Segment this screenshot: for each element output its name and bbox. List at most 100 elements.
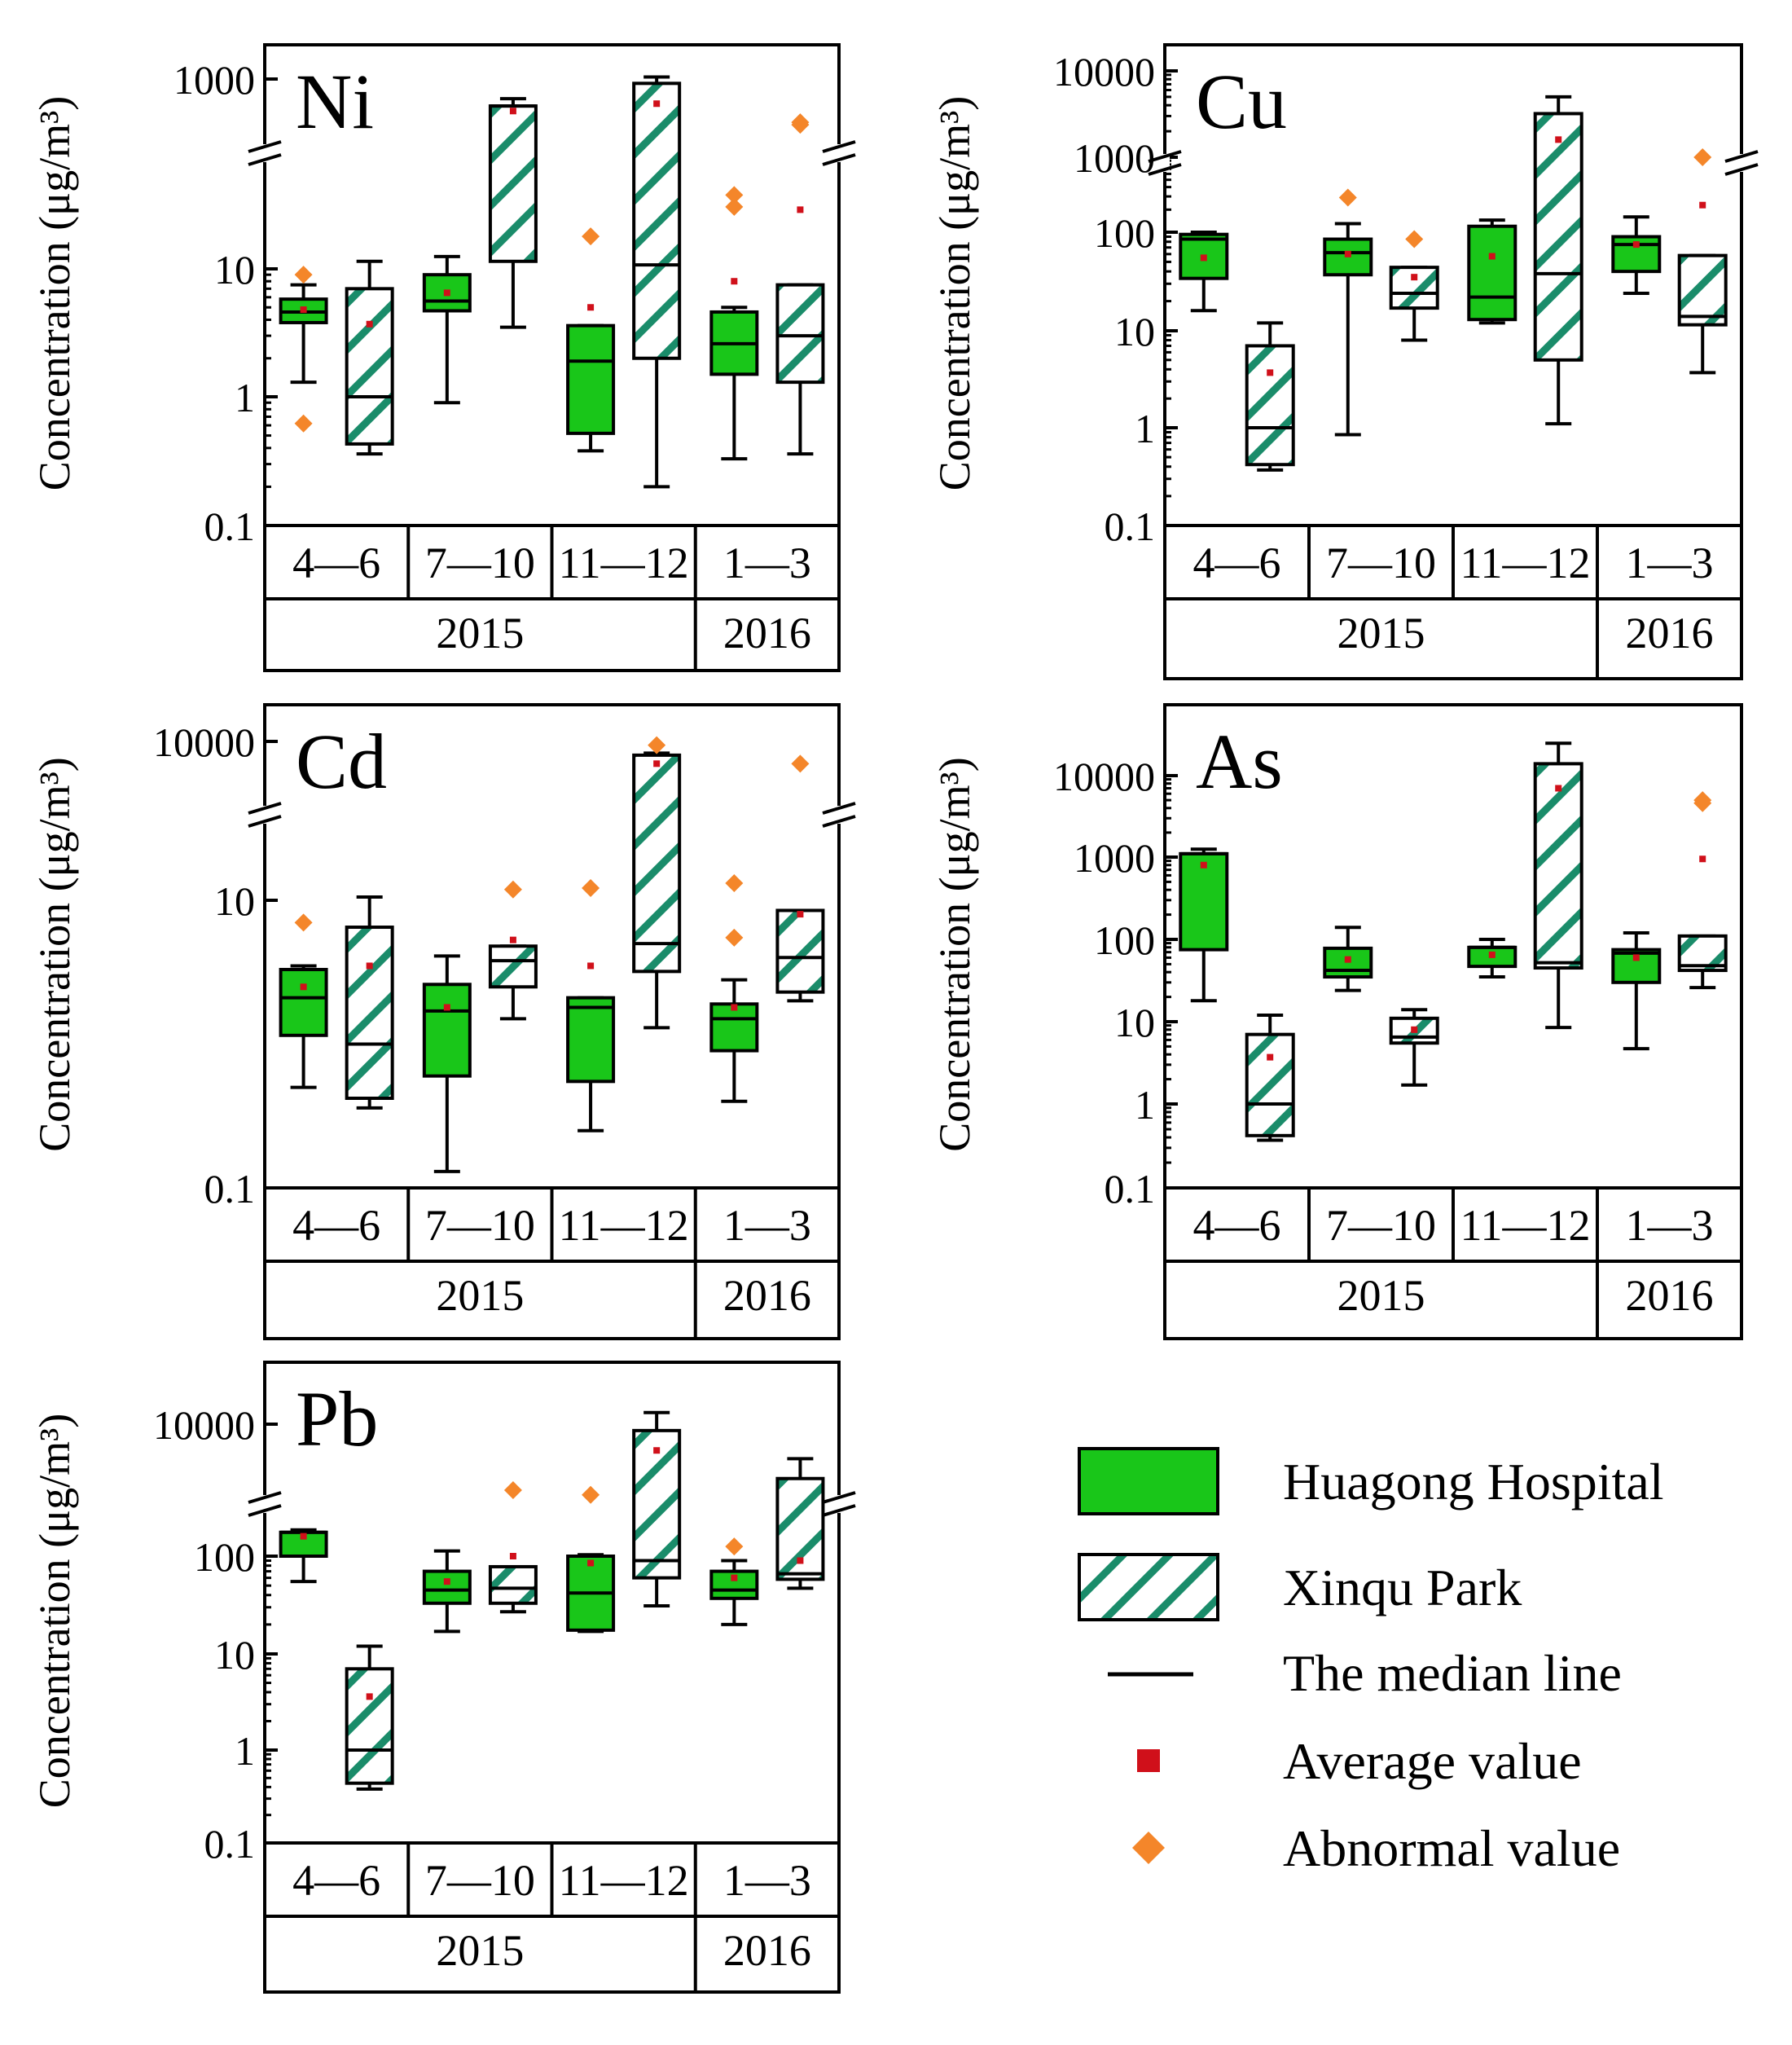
month-group-label: 1—3 <box>723 1201 811 1250</box>
iqr-box <box>632 81 682 360</box>
y-tick-label: 1 <box>1135 1082 1155 1128</box>
panel-pb: 10000 100 10 1 0.1 Pb Concentration (μg/m³) 4—6… <box>30 1361 856 1994</box>
abnormal-marker <box>503 880 522 899</box>
park-box <box>345 259 394 456</box>
average-marker <box>1555 136 1562 143</box>
axis-break-mark <box>822 815 856 828</box>
axis-break-mark <box>822 140 856 153</box>
average-marker <box>797 206 804 213</box>
park-box <box>488 1481 538 1614</box>
hospital-box <box>422 954 472 1173</box>
y-tick-label: 1000 <box>1074 835 1155 881</box>
abnormal-marker <box>503 1481 522 1499</box>
park-box <box>345 895 394 1110</box>
y-tick-label: 1 <box>235 1728 255 1774</box>
hospital-box <box>1467 938 1517 979</box>
iqr-box <box>345 1667 394 1785</box>
year-group-label: 2015 <box>1337 1271 1425 1320</box>
average-marker <box>1555 785 1562 792</box>
average-marker <box>1200 861 1207 869</box>
average-marker <box>653 1447 661 1454</box>
axis-break-mark <box>822 1491 856 1504</box>
legend-park-label: Xinqu Park <box>1283 1559 1522 1616</box>
iqr-box <box>488 104 538 263</box>
month-group-label: 7—10 <box>425 1201 535 1250</box>
average-marker <box>1267 1053 1274 1061</box>
iqr-box <box>566 996 616 1084</box>
month-group-label: 7—10 <box>1326 539 1436 587</box>
year-group-label: 2016 <box>1626 1271 1714 1320</box>
iqr-box <box>1245 344 1295 467</box>
panel-cu: 10000 1000 100 10 1 0.1 Cu Concentration (μg/m³… <box>930 43 1759 680</box>
park-box <box>488 880 538 1021</box>
month-group-label: 11—12 <box>1460 1201 1591 1250</box>
park-box <box>775 754 825 1003</box>
month-group-label: 11—12 <box>1460 539 1591 587</box>
year-group-label: 2015 <box>436 609 524 657</box>
average-marker <box>1344 250 1351 257</box>
y-tick-label: 0.1 <box>1105 1166 1156 1212</box>
iqr-box <box>1533 112 1583 362</box>
iqr-box <box>709 1002 759 1053</box>
abnormal-marker <box>294 414 313 433</box>
month-group-label: 1—3 <box>723 539 811 587</box>
month-group-label: 4—6 <box>1193 1201 1281 1250</box>
iqr-box <box>422 983 472 1078</box>
iqr-box <box>632 1428 682 1580</box>
month-group-label: 7—10 <box>425 1856 535 1905</box>
hospital-box <box>709 186 759 461</box>
month-group-label: 1—3 <box>1626 539 1714 587</box>
iqr-box <box>1389 266 1439 310</box>
average-marker <box>366 1693 373 1700</box>
average-marker <box>443 1004 450 1011</box>
month-group-label: 4—6 <box>292 1856 380 1905</box>
legend-hospital-label: Huagong Hospital <box>1283 1453 1664 1511</box>
park-box <box>775 1457 825 1590</box>
average-marker <box>300 983 307 991</box>
average-marker <box>509 936 516 943</box>
abnormal-marker <box>582 227 600 246</box>
park-box <box>488 97 538 329</box>
average-marker <box>731 1004 738 1011</box>
park-box <box>632 1410 682 1608</box>
average-marker <box>1344 956 1351 963</box>
abnormal-marker <box>1693 148 1712 166</box>
axis-break-mark <box>248 140 282 153</box>
average-marker <box>443 1578 450 1585</box>
park-box <box>1389 230 1439 342</box>
average-marker <box>653 760 661 767</box>
iqr-box <box>775 908 825 994</box>
y-tick-label: 0.1 <box>204 504 256 549</box>
axis-break-mark <box>822 1504 856 1517</box>
axis-break-mark <box>1724 150 1759 163</box>
average-marker <box>1488 253 1496 260</box>
year-group-label: 2015 <box>1337 609 1425 657</box>
y-tick-label: 100 <box>1094 917 1155 963</box>
abnormal-marker <box>582 1485 600 1504</box>
iqr-box <box>422 273 472 313</box>
average-marker <box>587 304 595 311</box>
panel-title: Cu <box>1196 58 1287 145</box>
park-box <box>1677 148 1728 375</box>
park-box <box>1533 95 1583 426</box>
average-marker <box>1411 274 1418 281</box>
abnormal-marker <box>1338 188 1357 207</box>
average-marker <box>1632 954 1640 961</box>
average-marker <box>1699 201 1706 209</box>
iqr-box <box>566 323 616 435</box>
iqr-box <box>422 1569 472 1605</box>
panel-cd: 10000 10 0.1 Cd Concentration (μg/m³) 4—6 7—10… <box>30 703 856 1340</box>
panel-title: Cd <box>296 718 387 805</box>
abnormal-marker <box>1693 791 1712 810</box>
panel-title: Ni <box>296 58 374 145</box>
abnormal-marker <box>294 913 313 932</box>
average-marker <box>509 108 516 115</box>
y-axis-label: Concentration (μg/m³) <box>30 96 79 491</box>
y-tick-label: 1000 <box>1074 135 1155 181</box>
y-axis-label: Concentration (μg/m³) <box>930 96 979 491</box>
y-tick-label: 10 <box>214 247 255 292</box>
month-group-label: 11—12 <box>559 1856 689 1905</box>
y-tick-label: 0.1 <box>204 1166 256 1212</box>
legend-park-swatch <box>1078 1553 1219 1621</box>
axis-break-mark <box>822 802 856 815</box>
